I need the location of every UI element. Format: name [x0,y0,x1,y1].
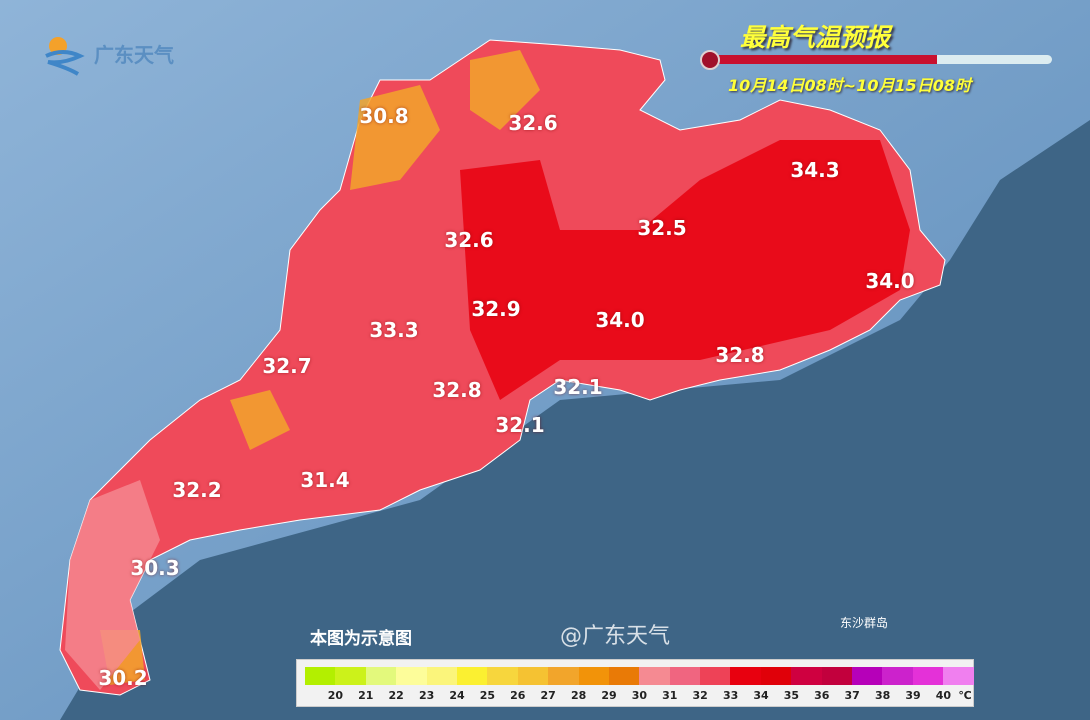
legend-tick: 31 [662,689,678,702]
map-title: 最高气温预报 [740,23,891,52]
island-label: 东沙群岛 [840,616,889,630]
legend-tick: 38 [874,689,891,702]
legend-swatch [578,667,609,685]
temperature-label: 34.3 [790,158,840,182]
legend-unit: ℃ [958,689,972,702]
legend-swatch [912,667,944,685]
legend-tick: 22 [388,689,404,702]
legend-swatch [882,667,913,685]
watermark: @广东天气 [560,624,671,649]
logo: 广东天气 [38,28,174,78]
temperature-label: 34.0 [595,308,645,332]
temperature-label: 30.3 [130,556,180,580]
legend-tick: 37 [844,689,860,702]
temperature-label: 32.1 [553,375,603,399]
legend-tick: 39 [905,689,921,702]
legend-swatch [548,667,579,685]
forecast-period: 10月14日08时~10月15日08时 [728,76,972,95]
temperature-label: 32.9 [471,297,521,321]
hot-zone [460,140,910,400]
legend-swatch [760,667,792,685]
legend-swatch [791,667,822,685]
legend-swatch [639,667,670,685]
legend-tick: 30 [631,689,648,702]
weather-logo-icon [45,37,85,76]
temperature-label: 32.5 [637,216,687,240]
cool-zone [100,50,540,685]
temperature-label: 32.8 [432,378,482,402]
legend-swatch [852,667,883,685]
legend-tick: 26 [510,689,526,702]
temperature-label: 32.2 [172,478,222,502]
legend-tick: 28 [570,689,587,702]
legend-tick: 32 [692,689,708,702]
legend-swatch [608,667,640,685]
legend-tick: 34 [753,689,769,702]
temperature-label: 32.6 [508,111,558,135]
temperature-label: 30.8 [359,104,409,128]
legend-tick: 29 [601,689,617,702]
legend-tick: 20 [327,689,344,702]
legend-tick: 40 [935,689,952,702]
temperature-label: 32.8 [715,343,765,367]
legend-tick: 27 [540,689,556,702]
temperature-label: 31.4 [300,468,350,492]
legend-swatch [335,667,366,685]
legend-tick: 36 [814,689,830,702]
temperature-label: 32.6 [444,228,494,252]
legend-swatch [426,667,457,685]
legend-swatch [305,667,336,685]
legend-swatches [305,667,974,685]
color-legend: 20 21 22 23 24 25 26 27 28 29 30 31 32 33 34 35 36 37 38 39… [296,659,974,707]
thermometer-bulb-icon [700,50,720,70]
legend-swatch [821,667,853,685]
logo-text: 广东天气 [94,42,174,67]
legend-swatch [730,667,761,685]
legend-swatch [517,667,549,685]
legend-tick: 23 [418,689,435,702]
legend-tick: 21 [358,689,374,702]
temperature-label: 32.7 [262,354,312,378]
legend-tick: 25 [479,689,496,702]
legend-ticks: 20 21 22 23 24 25 26 27 28 29 30 31 32 33 34 35 36 37 38 39… [305,689,972,703]
legend-tick: 33 [722,689,739,702]
temperature-label: 32.1 [495,413,545,437]
temperature-label: 34.0 [865,269,915,293]
thermometer-graphic [700,50,1055,70]
legend-swatch [456,667,488,685]
temperature-label: 33.3 [369,318,419,342]
schematic-note: 本图为示意图 [310,629,412,649]
legend-swatch [700,667,731,685]
legend-tick: 24 [449,689,465,702]
legend-swatch [943,667,974,685]
legend-swatch [487,667,518,685]
west-pale-zone [65,480,160,690]
legend-swatch [365,667,397,685]
legend-swatch [396,667,427,685]
temperature-label: 30.2 [98,666,148,690]
legend-tick: 35 [783,689,800,702]
legend-swatch [669,667,701,685]
